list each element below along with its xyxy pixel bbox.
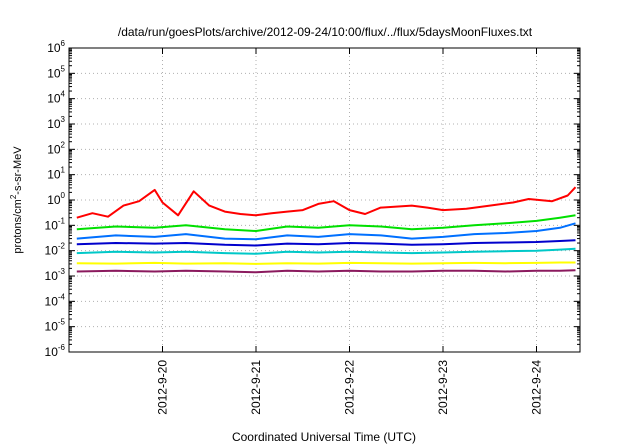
y-axis-label-suffix: -s-sr-MeV <box>12 146 24 195</box>
x-axis: 2012-9-20 2012-9-21 2012-9-22 2012-9-23 2012… <box>156 48 544 415</box>
y-axis: 10610510410310210110010-110-210-310-410-… <box>45 39 580 359</box>
y-tick-label-exp: -5 <box>58 318 66 327</box>
y-tick-label-base: 10 <box>47 168 61 182</box>
x-tick-label: 2012-9-22 <box>343 360 357 415</box>
x-axis-label: Coordinated Universal Time (UTC) <box>232 430 416 444</box>
series-line-7 <box>76 269 576 274</box>
x-tick-label: 2012-9-20 <box>156 360 170 415</box>
series-line-1 <box>76 186 577 219</box>
y-tick-label-exp: -2 <box>58 242 66 251</box>
y-tick-label-base: 10 <box>45 269 59 283</box>
series-line-3 <box>76 222 576 241</box>
series-line-5 <box>76 247 576 255</box>
y-tick-label-base: 10 <box>47 41 61 55</box>
y-tick-label-base: 10 <box>47 193 61 207</box>
y-tick-label: 10-6 <box>45 343 66 359</box>
y-tick-label-exp: -3 <box>58 267 66 276</box>
y-tick-label: 10-3 <box>45 267 66 283</box>
y-tick-label: 10-2 <box>45 242 66 258</box>
y-tick-label: 10-5 <box>45 318 66 334</box>
y-tick-label: 10-1 <box>45 216 66 232</box>
y-axis-label-sup: 2 <box>9 194 18 199</box>
y-tick-label-exp: 6 <box>61 39 66 48</box>
y-tick-label-exp: 4 <box>61 90 66 99</box>
y-tick-label-base: 10 <box>45 244 59 258</box>
y-tick-label: 10-4 <box>45 292 66 308</box>
y-tick-label-exp: -4 <box>58 292 66 301</box>
y-tick-label: 101 <box>47 166 65 182</box>
y-tick-label-exp: 3 <box>61 115 66 124</box>
y-tick-label-base: 10 <box>45 345 59 359</box>
y-tick-label: 104 <box>47 90 65 106</box>
x-tick-label: 2012-9-23 <box>436 360 450 415</box>
series-layer <box>76 186 577 274</box>
y-tick-label-exp: 0 <box>61 191 66 200</box>
y-tick-label: 103 <box>47 115 65 131</box>
y-tick-label-exp: 1 <box>61 166 66 175</box>
y-tick-label-base: 10 <box>47 117 61 131</box>
y-tick-label-base: 10 <box>45 294 59 308</box>
y-tick-label-exp: -6 <box>58 343 66 352</box>
y-tick-label: 106 <box>47 39 65 55</box>
y-tick-label-base: 10 <box>47 66 61 80</box>
x-tick-label: 2012-9-21 <box>249 360 263 415</box>
y-axis-label: protons/cm2-s-sr-MeV <box>9 146 24 254</box>
y-axis-label-prefix: protons/cm <box>12 199 24 253</box>
y-tick-label-exp: -1 <box>58 216 66 225</box>
chart-title: /data/run/goesPlots/archive/2012-09-24/1… <box>118 25 533 39</box>
y-tick-label-base: 10 <box>45 218 59 232</box>
y-tick-label: 100 <box>47 191 65 207</box>
y-tick-label-exp: 5 <box>61 64 66 73</box>
y-tick-label: 105 <box>47 64 65 80</box>
x-tick-label: 2012-9-24 <box>530 360 544 415</box>
y-tick-label: 102 <box>47 140 65 156</box>
series-line-6 <box>76 261 576 265</box>
y-tick-label-base: 10 <box>47 92 61 106</box>
y-tick-label-base: 10 <box>45 320 59 334</box>
series-line-2 <box>76 214 576 232</box>
grid <box>69 48 580 352</box>
y-tick-label-exp: 2 <box>61 140 66 149</box>
series-line-4 <box>76 239 576 247</box>
y-tick-label-base: 10 <box>47 142 61 156</box>
